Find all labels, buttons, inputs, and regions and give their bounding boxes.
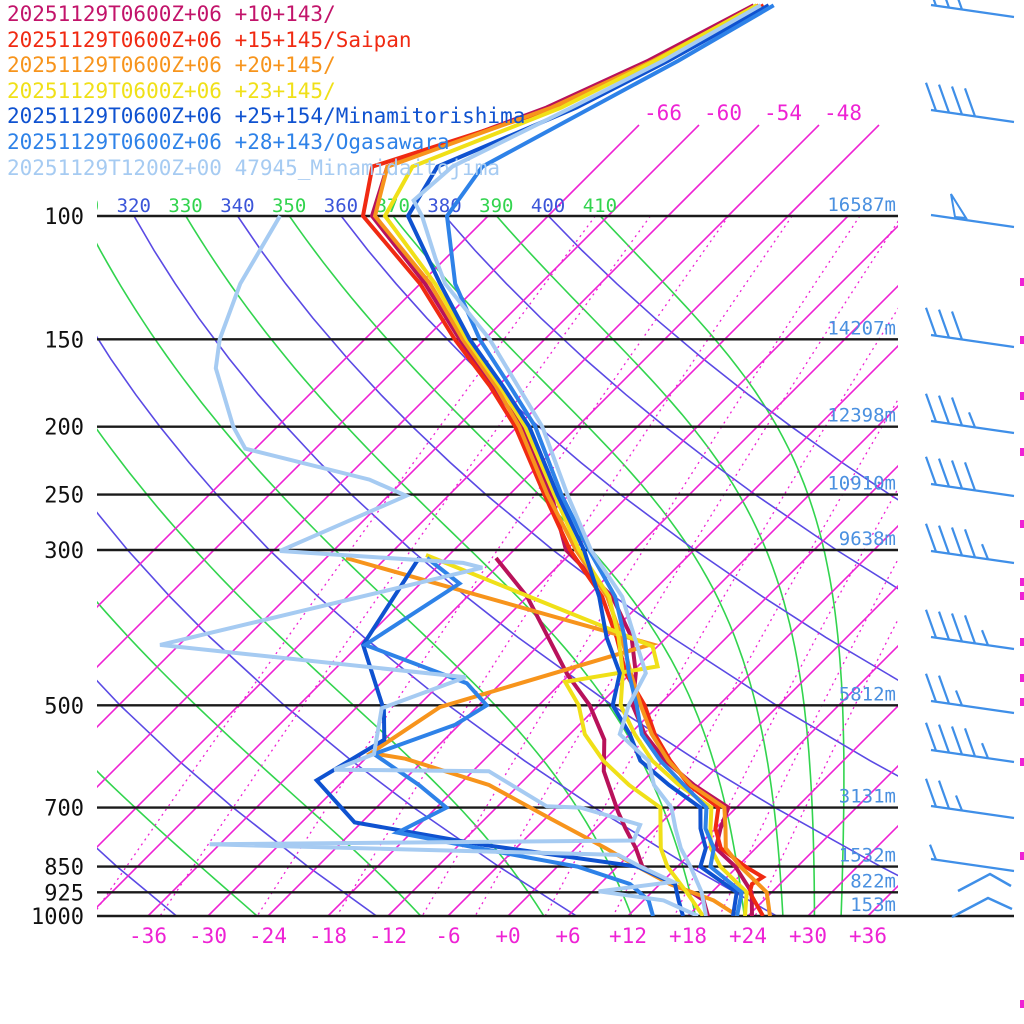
svg-text:1532m: 1532m — [839, 845, 896, 867]
svg-text:700: 700 — [44, 797, 84, 822]
legend-entry: 20251129T0600Z+06 +25+154/Minamitorishim… — [7, 104, 526, 129]
svg-text:390: 390 — [479, 195, 513, 217]
svg-text:340: 340 — [220, 195, 254, 217]
legend-entry: 20251129T0600Z+06 +20+145/ — [7, 53, 336, 78]
isotherm-extensions — [547, 124, 880, 217]
svg-text:150: 150 — [44, 328, 84, 353]
svg-text:-36: -36 — [129, 924, 167, 948]
trace-temp-47945_Minamidaitojima — [411, 3, 762, 916]
svg-text:300: 300 — [44, 539, 84, 564]
svg-text:200: 200 — [44, 416, 84, 441]
light-wind-chevron — [957, 872, 1012, 893]
svg-text:822m: 822m — [850, 870, 896, 892]
trace-dewpoint-Minamitorishima — [313, 556, 685, 916]
svg-text:3131m: 3131m — [839, 786, 896, 808]
trace-dewpoint-+20+145 — [345, 556, 740, 916]
svg-text:10910m: 10910m — [827, 473, 896, 495]
trace-temp-Ogasawara — [444, 3, 775, 916]
right-edge-ticks — [1020, 278, 1024, 1008]
temp-axis-labels: -36 -30 -24 -18 -12 -6 +0 +6 +12 +18 +24 +30 +36 — [129, 924, 887, 948]
svg-text:320: 320 — [117, 195, 151, 217]
svg-text:-12: -12 — [369, 924, 407, 948]
svg-text:+24: +24 — [729, 924, 767, 948]
svg-text:+30: +30 — [789, 924, 827, 948]
svg-text:-66: -66 — [644, 101, 682, 125]
svg-text:16587m: 16587m — [827, 194, 896, 216]
svg-text:-30: -30 — [189, 924, 227, 948]
svg-text:250: 250 — [44, 484, 84, 509]
light-wind-chevron — [951, 896, 1013, 919]
grid-moist-adiabats — [97, 216, 845, 916]
legend-entry: 20251129T0600Z+06 +28+143/Ogasawara — [7, 129, 450, 154]
svg-text:500: 500 — [44, 694, 84, 719]
svg-text:350: 350 — [272, 195, 306, 217]
svg-text:310: 310 — [65, 195, 99, 217]
svg-text:+12: +12 — [609, 924, 647, 948]
svg-text:925: 925 — [44, 881, 84, 906]
svg-text:+36: +36 — [849, 924, 887, 948]
theta-labels: 310 320 330 340 350 360 370 380 390 400 410 — [65, 195, 617, 217]
svg-text:+18: +18 — [669, 924, 707, 948]
wind-barbs — [924, 0, 1015, 919]
svg-text:-60: -60 — [704, 101, 742, 125]
svg-text:-18: -18 — [309, 924, 347, 948]
svg-text:1000: 1000 — [31, 905, 84, 930]
svg-text:5812m: 5812m — [839, 683, 896, 705]
svg-text:9638m: 9638m — [839, 528, 896, 550]
height-labels: 16587m 14207m 12398m 10910m 9638m 5812m 3131m 1… — [827, 194, 896, 916]
trace-dewpoint-+23+145 — [425, 553, 705, 916]
pressure-lines — [97, 214, 1014, 918]
svg-text:+6: +6 — [555, 924, 580, 948]
svg-text:360: 360 — [324, 195, 358, 217]
grid — [97, 216, 898, 916]
svg-text:+0: +0 — [495, 924, 520, 948]
svg-text:12398m: 12398m — [827, 405, 896, 427]
svg-text:100: 100 — [44, 205, 84, 230]
legend-entry: 20251129T0600Z+06 +15+145/Saipan — [7, 27, 412, 52]
trace-dewpoint-47945_Minamidaitojima — [159, 214, 699, 916]
svg-text:-6: -6 — [435, 924, 460, 948]
svg-text:-54: -54 — [764, 101, 802, 125]
sounding-legend: 20251129T0600Z+06 +10+143/ 20251129T0600… — [7, 2, 525, 181]
svg-text:-48: -48 — [824, 101, 862, 125]
svg-text:14207m: 14207m — [827, 317, 896, 339]
trace-temp-+23+145 — [382, 3, 758, 916]
svg-text:153m: 153m — [850, 894, 896, 916]
svg-text:380: 380 — [427, 195, 461, 217]
svg-text:-24: -24 — [249, 924, 287, 948]
legend-entry: 20251129T1200Z+00 47945_Minamidaitojima — [7, 155, 501, 180]
legend-entry: 20251129T0600Z+06 +23+145/ — [7, 78, 336, 103]
svg-text:850: 850 — [44, 856, 84, 881]
top-temp-labels: -66 -60 -54 -48 — [644, 101, 862, 125]
sounding-traces — [159, 3, 775, 916]
svg-text:400: 400 — [531, 195, 565, 217]
grid-isotherms — [97, 216, 898, 916]
trace-temp-Minamitorishima — [405, 3, 770, 916]
svg-text:330: 330 — [168, 195, 202, 217]
legend-entry: 20251129T0600Z+06 +10+143/ — [7, 2, 336, 26]
trace-dewpoint-Ogasawara — [360, 556, 655, 916]
svg-text:410: 410 — [583, 195, 617, 217]
